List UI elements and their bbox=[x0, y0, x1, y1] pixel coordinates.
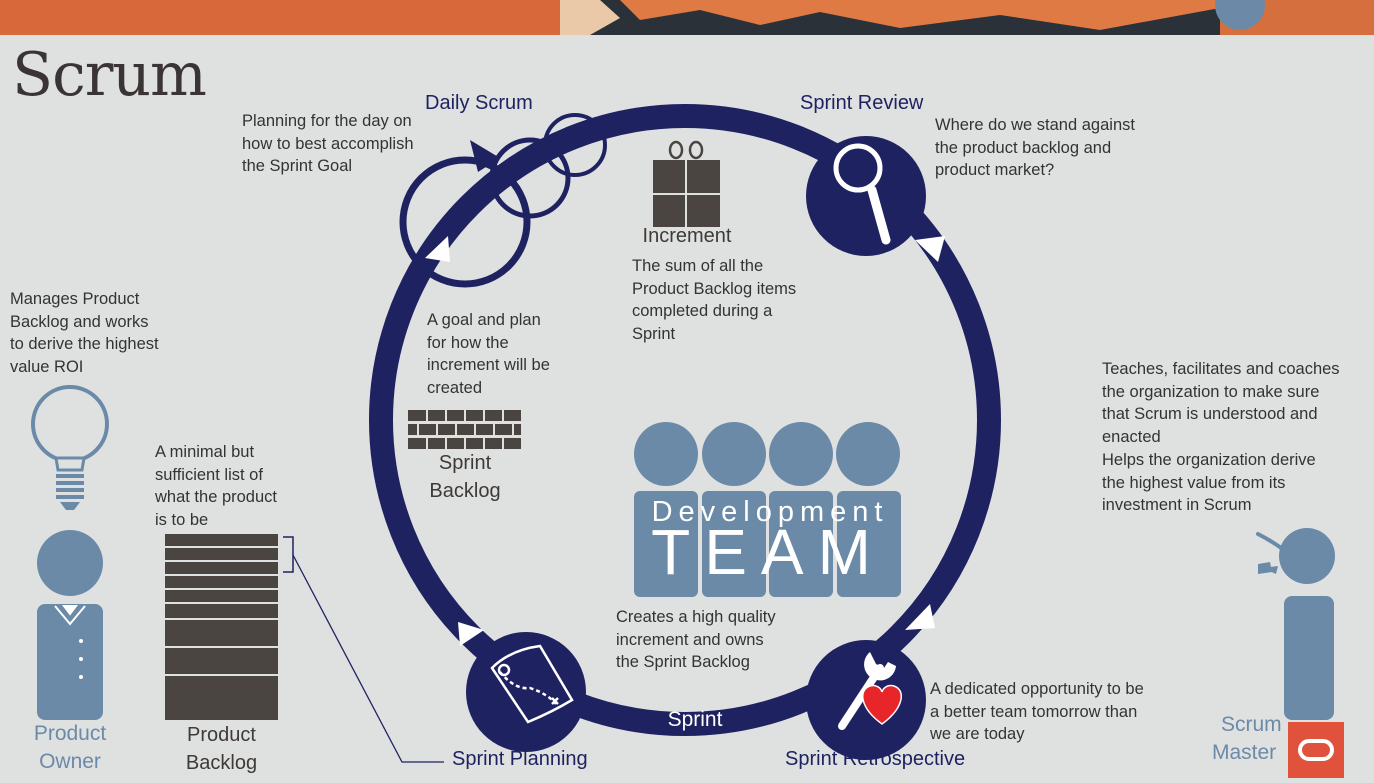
sprint-label: Sprint bbox=[667, 708, 723, 731]
scrum-master-figure bbox=[1279, 528, 1335, 720]
team-word: TEAM bbox=[651, 516, 885, 588]
cycle-arrow-icon bbox=[905, 604, 935, 630]
product-backlog-label: Product Backlog bbox=[185, 724, 258, 774]
cycle-arrow-icon bbox=[458, 622, 484, 646]
sprint-review-badge bbox=[806, 136, 926, 256]
daily-scrum-description: Planning for the day on how to best acco… bbox=[242, 112, 414, 176]
daily-scrum-loop-icon bbox=[399, 113, 607, 288]
cycle-arrow-icon bbox=[425, 236, 450, 262]
increment-gift-icon bbox=[653, 140, 720, 227]
banner-art bbox=[0, 0, 1374, 35]
sprint-retrospective-description: A dedicated opportunity to be a better t… bbox=[930, 680, 1144, 744]
sprint-review-label: Sprint Review bbox=[800, 92, 924, 114]
whistle-icon bbox=[1258, 562, 1278, 574]
cap-brim-icon bbox=[1256, 532, 1296, 562]
product-backlog-description: A minimal but sufficient list of what th… bbox=[155, 443, 277, 530]
product-owner-figure bbox=[37, 530, 103, 720]
product-owner-label: Product Owner bbox=[33, 722, 107, 773]
sprint-planning-badge bbox=[466, 632, 586, 752]
sprint-cycle-ring bbox=[369, 104, 1001, 736]
sprint-backlog-icon bbox=[408, 410, 521, 449]
backlog-bracket bbox=[283, 536, 294, 573]
increment-description: The sum of all the Product Backlog items… bbox=[632, 257, 797, 344]
cycle-arrow-icon bbox=[915, 236, 945, 262]
development-team-description: Creates a high quality increment and own… bbox=[616, 608, 776, 672]
sprint-review-description: Where do we stand against the product ba… bbox=[935, 116, 1135, 180]
product-owner-description: Manages Product Backlog and works to der… bbox=[10, 290, 159, 377]
lightbulb-icon bbox=[31, 385, 109, 510]
brand-logo-icon bbox=[1288, 722, 1344, 778]
scrum-master-description: Teaches, facilitates and coaches the org… bbox=[1102, 360, 1340, 515]
development-team-icon bbox=[634, 422, 901, 597]
buttons-icon bbox=[79, 639, 83, 679]
development-word: Development bbox=[651, 496, 889, 528]
daily-scrum-label: Daily Scrum bbox=[425, 92, 533, 114]
wrench-icon bbox=[838, 652, 896, 730]
sprint-planning-label: Sprint Planning bbox=[452, 748, 588, 770]
magnifier-icon bbox=[833, 143, 891, 245]
sprint-backlog-label: Sprint Backlog bbox=[429, 452, 501, 502]
sprint-backlog-description: A goal and plan for how the increment wi… bbox=[427, 311, 550, 398]
daily-scrum-arrow-icon bbox=[470, 140, 500, 172]
top-banner bbox=[0, 0, 1374, 35]
sprint-retrospective-label: Sprint Retrospective bbox=[785, 748, 966, 770]
increment-label: Increment bbox=[642, 225, 732, 247]
backlog-connector-line bbox=[292, 554, 444, 763]
page-title: Scrum bbox=[12, 40, 207, 110]
treasure-map-icon bbox=[490, 644, 574, 724]
tie-icon bbox=[54, 605, 86, 626]
heart-icon bbox=[861, 684, 903, 725]
product-backlog-icon bbox=[165, 534, 278, 720]
scrum-master-label: Scrum Master bbox=[1212, 713, 1282, 764]
